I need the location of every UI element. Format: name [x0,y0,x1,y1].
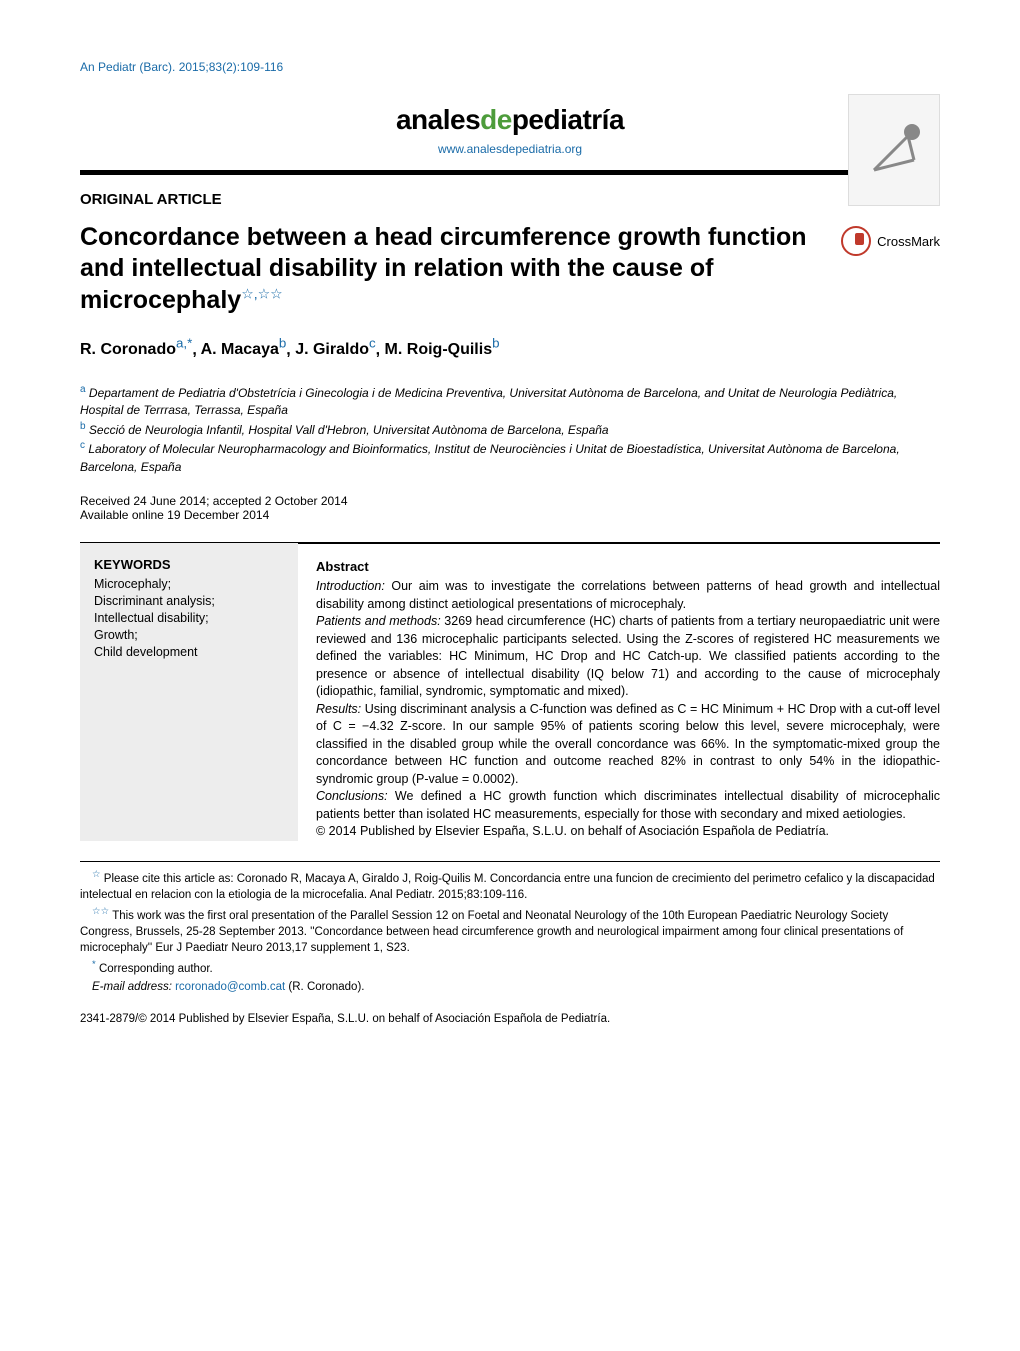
author-3-affil: c [369,336,376,351]
keywords-list: Microcephaly; Discriminant analysis; Int… [94,576,284,660]
author-2: A. Macayab [201,341,287,358]
article-title: Concordance between a head circumference… [80,222,821,316]
abstract-heading: Abstract [316,558,940,576]
affiliations: a Departament de Pediatria d'Obstetrícia… [80,383,940,476]
abstract-methods: Patients and methods: 3269 head circumfe… [316,613,940,701]
affiliation-c: c Laboratory of Molecular Neuropharmacol… [80,439,940,476]
footnote-conference: ☆☆ This work was the first oral presenta… [80,905,940,956]
abstract-conclusions-label: Conclusions: [316,789,388,803]
journal-title-mid: de [480,104,512,135]
journal-title-prefix: anales [396,104,480,135]
author-1-affil: a, [176,336,187,351]
footnote-email-label: E-mail address: [92,981,175,993]
author-4-name: M. Roig-Quilis [385,341,493,358]
abstract-intro-text: Our aim was to investigate the correlati… [316,579,940,611]
journal-reference: An Pediatr (Barc). 2015;83(2):109-116 [80,60,940,74]
abstract-column: Abstract Introduction: Our aim was to in… [298,543,940,841]
author-3-name: J. Giraldo [295,341,369,358]
footnote-email: E-mail address: rcoronado@comb.cat (R. C… [80,979,940,995]
crossmark-icon [841,226,871,256]
affiliation-a: a Departament de Pediatria d'Obstetrícia… [80,383,940,420]
authors-line: R. Coronadoa,*, A. Macayab, J. Giraldoc,… [80,336,940,359]
affiliation-c-text: Laboratory of Molecular Neuropharmacolog… [80,442,900,473]
keywords-heading: KEYWORDS [94,557,284,572]
footnote-conference-text: This work was the first oral presentatio… [80,910,903,954]
bottom-copyright: 2341-2879/© 2014 Published by Elsevier E… [80,1013,940,1025]
affiliation-b: b Secció de Neurologia Infantil, Hospita… [80,420,940,439]
abstract-copyright: © 2014 Published by Elsevier España, S.L… [316,823,940,841]
affiliation-b-text: Secció de Neurologia Infantil, Hospital … [89,423,609,437]
journal-cover-icon [848,94,940,206]
abstract-keywords-box: KEYWORDS Microcephaly; Discriminant anal… [80,543,940,841]
abstract-conclusions: Conclusions: We defined a HC growth func… [316,788,940,823]
abstract-intro-label: Introduction: [316,579,385,593]
article-type: ORIGINAL ARTICLE [80,191,940,208]
journal-title: analesdepediatría [80,104,940,136]
journal-header: analesdepediatría www.analesdepediatria.… [80,104,940,156]
abstract-methods-label: Patients and methods: [316,614,441,628]
footnote-corresponding: * Corresponding author. [80,958,940,977]
divider-thick [80,170,940,175]
journal-url[interactable]: www.analesdepediatria.org [80,142,940,156]
article-title-text: Concordance between a head circumference… [80,223,807,314]
footnotes: ☆ Please cite this article as: Coronado … [80,861,940,995]
received-accepted-date: Received 24 June 2014; accepted 2 Octobe… [80,494,940,508]
available-online-date: Available online 19 December 2014 [80,508,940,522]
abstract-results-label: Results: [316,702,361,716]
article-title-footnote-marks: ☆,☆☆ [241,285,283,301]
keywords-column: KEYWORDS Microcephaly; Discriminant anal… [80,543,298,841]
author-1-name: R. Coronado [80,341,176,358]
author-1: R. Coronadoa,* [80,341,192,358]
author-2-affil: b [279,336,286,351]
author-2-name: A. Macaya [201,341,279,358]
author-1-note: * [187,336,192,351]
crossmark-label: CrossMark [877,234,940,249]
author-3: J. Giraldoc [295,341,375,358]
affiliation-a-text: Departament de Pediatria d'Obstetrícia i… [80,386,897,417]
abstract-introduction: Introduction: Our aim was to investigate… [316,578,940,613]
abstract-conclusions-text: We defined a HC growth function which di… [316,789,940,821]
footnote-citation: ☆ Please cite this article as: Coronado … [80,868,940,903]
crossmark-badge[interactable]: CrossMark [841,226,940,256]
author-4-affil: b [492,336,499,351]
journal-title-suffix: pediatría [512,104,624,135]
footnote-email-author: (R. Coronado). [285,981,364,993]
footnote-email-link[interactable]: rcoronado@comb.cat [175,981,285,993]
author-4: M. Roig-Quilisb [385,341,500,358]
abstract-results-text: Using discriminant analysis a C-function… [316,702,940,786]
article-dates: Received 24 June 2014; accepted 2 Octobe… [80,494,940,522]
footnote-citation-text: Please cite this article as: Coronado R,… [80,873,935,901]
footnote-corresponding-text: Corresponding author. [99,963,213,975]
abstract-results: Results: Using discriminant analysis a C… [316,701,940,789]
